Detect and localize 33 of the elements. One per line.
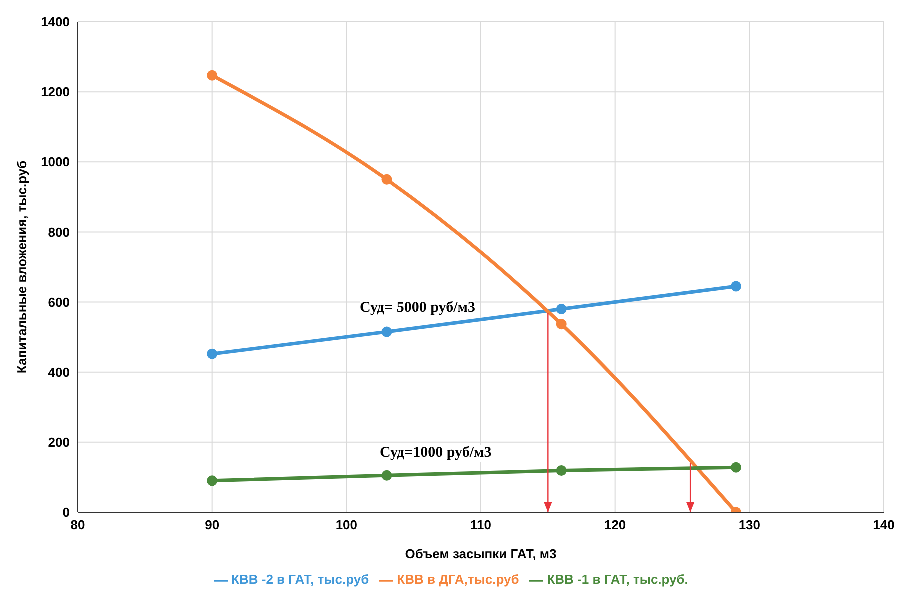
x-tick-label: 120 [604,518,626,533]
x-tick-label: 140 [873,518,895,533]
y-axis-title: Капитальные вложения, тыс.руб [14,160,30,374]
y-tick-label: 800 [48,224,70,240]
point [556,304,567,315]
legend-label: КВВ -2 в ГАТ, тыс.руб [232,572,370,588]
y-tick-label: 1200 [41,84,70,100]
point [556,466,567,476]
point [730,281,742,292]
annotation: Суд=1000 руб/м3 [380,445,492,462]
point [730,462,742,473]
y-tick-label: 600 [48,294,70,310]
point [382,326,392,338]
point [382,470,392,481]
x-tick-label: 130 [738,518,761,533]
legend-label: КВВ в ДГА,тыс.руб [397,572,520,588]
y-tick-label: 1400 [41,14,70,30]
point [556,319,567,330]
point [207,476,218,486]
point [207,70,218,81]
point [207,348,218,360]
y-tick-label: 1000 [41,154,70,170]
x-tick-label: 110 [470,518,492,533]
x-tick-label: 90 [205,518,220,533]
y-tick-label: 0 [62,505,70,520]
x-tick-label: 100 [336,518,358,533]
y-tick-label: 400 [48,364,70,380]
legend-label: КВВ -1 в ГАТ, тыс.руб. [547,572,688,588]
x-tick-label: 80 [70,518,86,533]
x-axis-title: Объем засыпки ГАТ, м3 [405,546,557,562]
y-tick-label: 200 [48,434,70,450]
point [382,174,392,185]
annotation: Суд= 5000 руб/м3 [360,300,476,317]
